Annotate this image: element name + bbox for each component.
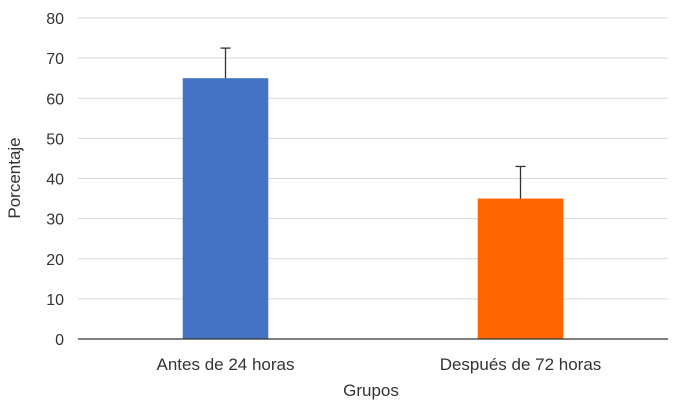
y-tick-label: 60 bbox=[46, 91, 64, 108]
y-axis-ticks: 0 10 20 30 40 50 60 70 80 bbox=[46, 11, 64, 349]
y-axis-title: Porcentaje bbox=[5, 137, 24, 218]
y-tick-label: 10 bbox=[46, 292, 64, 309]
y-tick-label: 70 bbox=[46, 51, 64, 68]
x-axis-title: Grupos bbox=[343, 381, 399, 400]
category-label: Antes de 24 horas bbox=[157, 355, 295, 374]
y-tick-label: 0 bbox=[55, 332, 64, 349]
bar bbox=[182, 78, 269, 339]
y-tick-label: 50 bbox=[46, 131, 64, 148]
y-tick-label: 40 bbox=[46, 172, 64, 189]
category-label: Después de 72 horas bbox=[440, 355, 602, 374]
gridlines bbox=[78, 17, 668, 300]
error-bars bbox=[220, 47, 526, 199]
bar bbox=[477, 198, 564, 339]
y-tick-label: 20 bbox=[46, 252, 64, 269]
y-tick-label: 80 bbox=[46, 11, 64, 28]
bars bbox=[182, 78, 564, 339]
y-tick-label: 30 bbox=[46, 212, 64, 229]
x-axis-categories: Antes de 24 horas Después de 72 horas bbox=[157, 355, 602, 374]
error-bar bbox=[515, 165, 526, 199]
error-bar bbox=[220, 47, 231, 79]
